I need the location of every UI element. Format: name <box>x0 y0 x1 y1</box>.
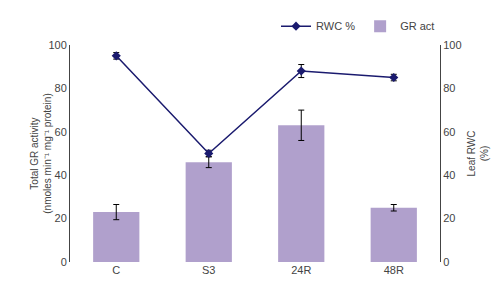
svg-text:60: 60 <box>443 126 455 138</box>
svg-text:0: 0 <box>61 256 67 268</box>
svg-text:24R: 24R <box>291 264 311 276</box>
svg-text:Total GR activity(nmoles min⁻¹: Total GR activity(nmoles min⁻¹ mg⁻¹ prot… <box>29 93 53 213</box>
svg-text:S3: S3 <box>202 264 215 276</box>
svg-text:80: 80 <box>443 82 455 94</box>
svg-text:40: 40 <box>443 169 455 181</box>
svg-text:0: 0 <box>443 256 449 268</box>
svg-text:40: 40 <box>55 169 67 181</box>
svg-text:C: C <box>112 264 120 276</box>
svg-text:48R: 48R <box>384 264 404 276</box>
svg-text:Leaf RWC(%): Leaf RWC(%) <box>466 131 490 177</box>
svg-text:100: 100 <box>443 39 461 51</box>
svg-text:20: 20 <box>443 212 455 224</box>
svg-text:60: 60 <box>55 126 67 138</box>
svg-text:20: 20 <box>55 212 67 224</box>
svg-text:RWC %: RWC % <box>316 20 355 32</box>
svg-text:GR act: GR act <box>400 20 434 32</box>
svg-text:80: 80 <box>55 82 67 94</box>
svg-text:100: 100 <box>48 39 66 51</box>
